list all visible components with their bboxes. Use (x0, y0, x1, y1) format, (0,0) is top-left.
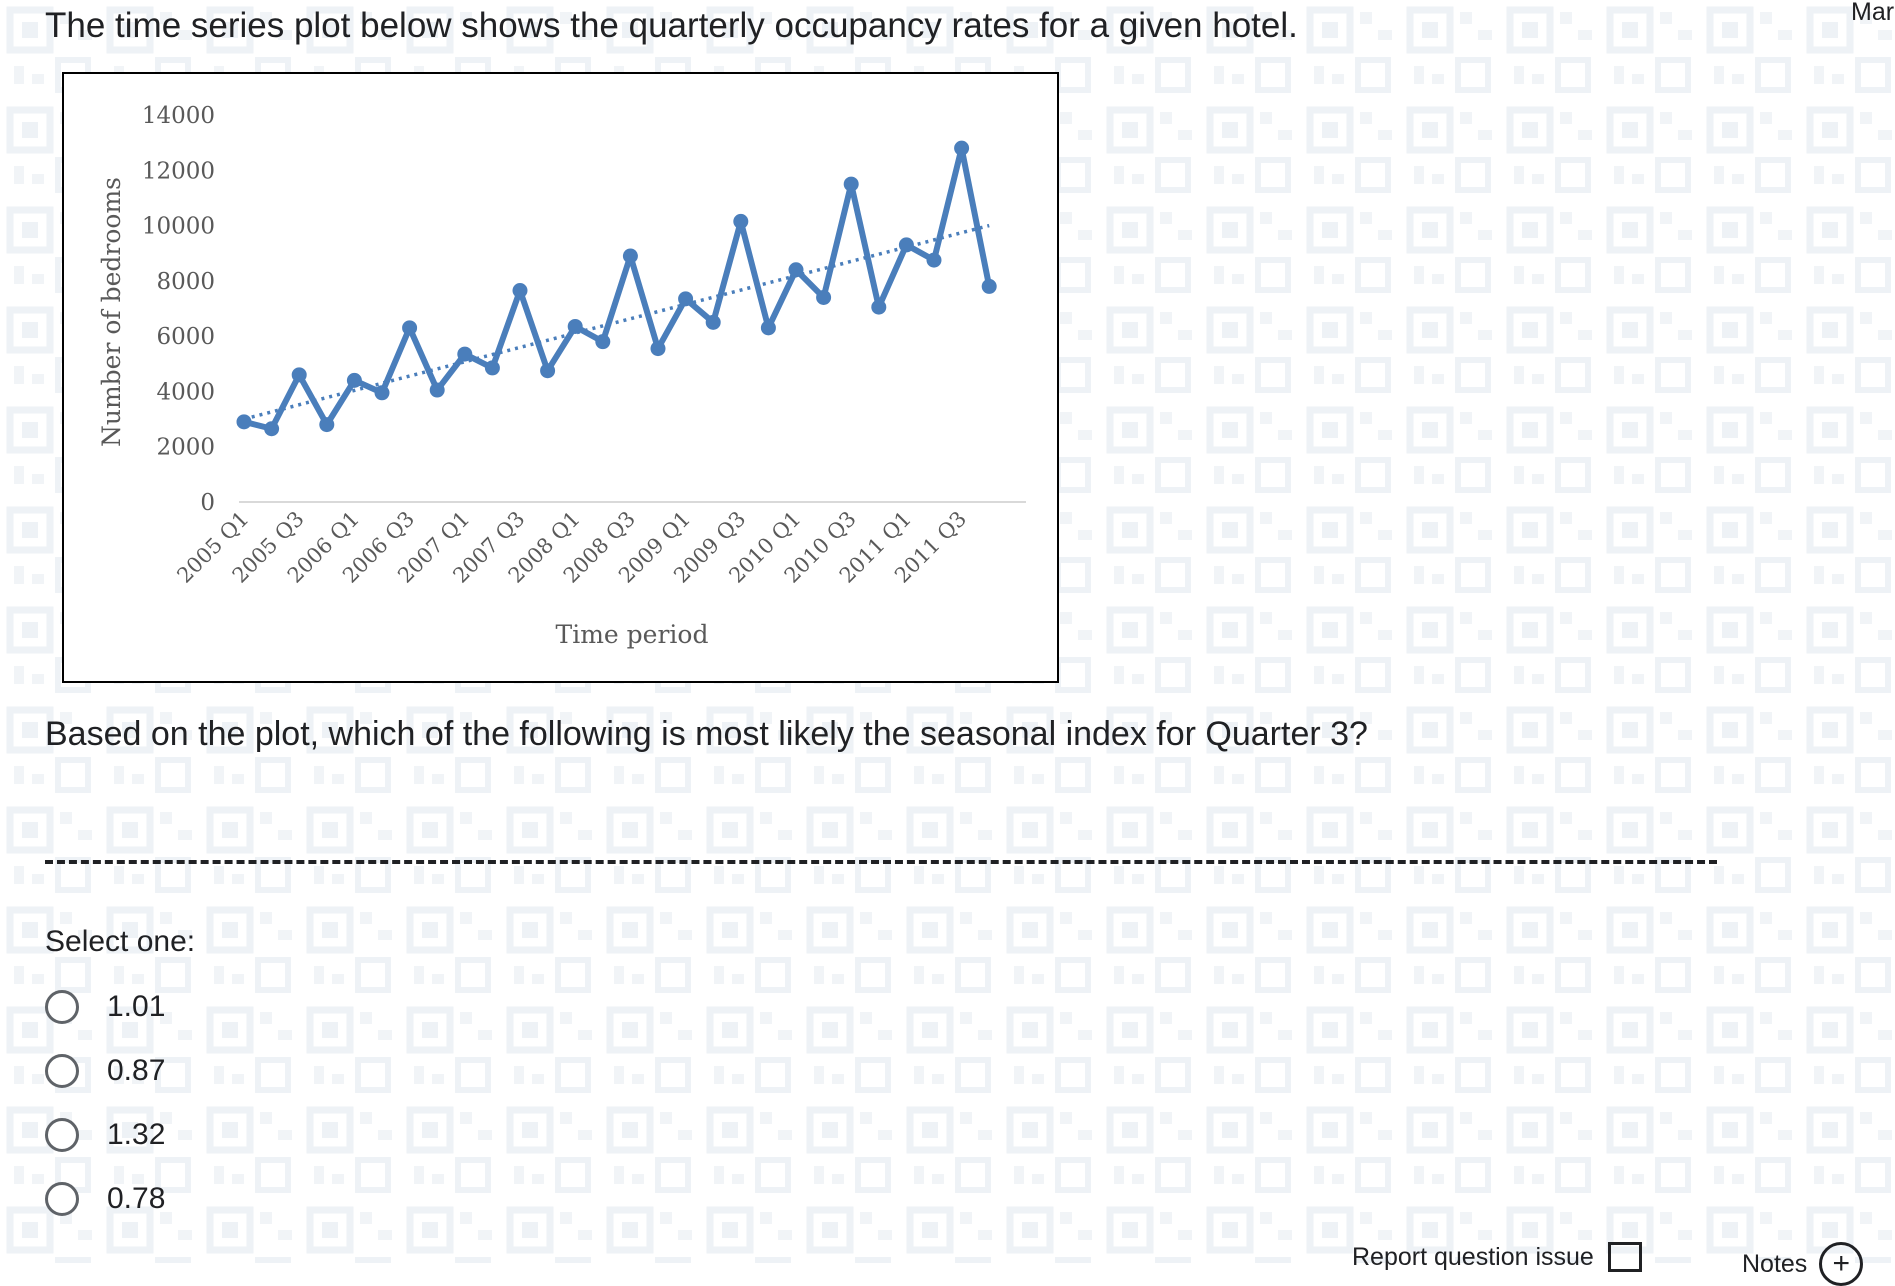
data-point (954, 140, 970, 156)
report-question-issue-label: Report question issue (1352, 1242, 1594, 1271)
answer-option[interactable]: 1.32 (45, 1103, 165, 1167)
data-point (595, 334, 611, 350)
radio-button[interactable] (45, 1054, 79, 1088)
trend-line (243, 223, 990, 421)
notes-button[interactable]: Notes + (1742, 1242, 1864, 1286)
data-point (346, 372, 362, 388)
timer-label: Mar (1851, 0, 1895, 26)
data-points (236, 140, 997, 437)
data-point (760, 320, 776, 336)
divider (45, 860, 1717, 864)
data-point (512, 283, 528, 299)
answer-options: 1.01 0.87 1.32 0.78 (45, 975, 165, 1231)
option-label: 1.01 (107, 990, 166, 1023)
data-point (567, 318, 583, 334)
y-tick-label: 2000 (156, 435, 215, 461)
y-tick-label: 14000 (142, 103, 215, 129)
option-label: 0.78 (107, 1182, 166, 1215)
answer-option[interactable]: 0.78 (45, 1167, 165, 1231)
data-point (540, 363, 556, 379)
data-point (733, 213, 749, 229)
answer-option[interactable]: 1.01 (45, 975, 165, 1039)
data-point (402, 320, 418, 336)
data-point (622, 248, 638, 264)
data-point (898, 237, 914, 253)
series-line (243, 145, 993, 432)
radio-button[interactable] (45, 990, 79, 1024)
data-point (816, 289, 832, 305)
y-tick-label: 4000 (156, 379, 215, 405)
data-point (981, 278, 997, 294)
data-point (429, 382, 445, 398)
notes-label: Notes (1742, 1249, 1808, 1278)
time-series-chart: 0 2000 4000 6000 8000 10000 12000 14000 2005 Q1… (62, 72, 1059, 683)
chart-canvas: 0 2000 4000 6000 8000 10000 12000 14000 2005 Q1… (97, 103, 1026, 649)
answer-option[interactable]: 0.87 (45, 1039, 165, 1103)
plus-circle-icon: + (1819, 1242, 1864, 1286)
data-point (291, 367, 307, 383)
y-tick-label: 0 (200, 490, 215, 516)
data-point (319, 417, 335, 433)
data-point (457, 346, 473, 362)
data-point (236, 414, 252, 430)
data-point (650, 341, 666, 357)
question-text: Based on the plot, which of the followin… (45, 715, 1368, 753)
y-tick-label: 6000 (156, 324, 215, 350)
report-question-issue-link[interactable]: Report question issue (1352, 1242, 1642, 1272)
data-point (374, 385, 390, 401)
question-intro: The time series plot below shows the qua… (45, 6, 1298, 45)
data-point (264, 421, 280, 437)
data-point (926, 252, 942, 268)
radio-button[interactable] (45, 1118, 79, 1152)
option-label: 0.87 (107, 1054, 166, 1087)
radio-button[interactable] (45, 1182, 79, 1216)
y-tick-label: 12000 (142, 158, 215, 184)
data-point (788, 262, 804, 278)
data-point (678, 291, 694, 307)
data-point (705, 314, 721, 330)
select-one-label: Select one: (45, 925, 196, 958)
option-label: 1.32 (107, 1118, 166, 1151)
y-tick-labels: 0 2000 4000 6000 8000 10000 12000 14000 (142, 103, 215, 516)
y-axis-label: Number of bedrooms (97, 177, 126, 447)
x-axis-label: Time period (556, 620, 709, 649)
y-tick-label: 10000 (142, 214, 215, 240)
data-point (484, 360, 500, 376)
y-tick-label: 8000 (156, 269, 215, 295)
data-point (871, 299, 887, 315)
flag-icon (1607, 1242, 1642, 1272)
data-point (843, 176, 859, 192)
